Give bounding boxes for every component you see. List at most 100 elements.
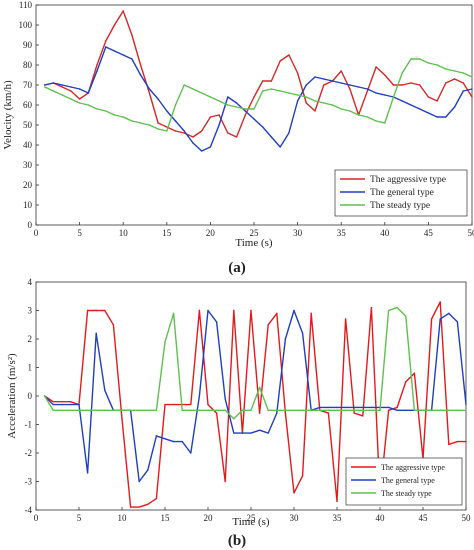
data-point bbox=[148, 124, 151, 126]
data-point bbox=[95, 332, 97, 334]
data-point bbox=[138, 506, 140, 508]
data-point bbox=[384, 122, 386, 124]
data-point bbox=[439, 318, 441, 320]
x-tick-label: 15 bbox=[161, 513, 171, 523]
data-point bbox=[157, 98, 159, 100]
data-point bbox=[218, 100, 220, 102]
series-1 bbox=[44, 46, 473, 152]
data-point bbox=[138, 480, 140, 483]
y-axis-title: Velocity (km/h) bbox=[2, 80, 14, 150]
data-point bbox=[262, 126, 264, 128]
x-tick-label: 45 bbox=[419, 513, 429, 523]
legend-label: The aggressive type bbox=[370, 175, 446, 185]
x-tick-label: 20 bbox=[206, 228, 216, 238]
data-point bbox=[327, 409, 330, 411]
data-point bbox=[200, 92, 203, 94]
data-point bbox=[209, 146, 212, 148]
data-point bbox=[427, 112, 430, 114]
data-point bbox=[61, 94, 63, 96]
data-point bbox=[445, 68, 447, 70]
data-point bbox=[465, 409, 467, 411]
data-point bbox=[387, 409, 390, 411]
data-point bbox=[95, 309, 97, 312]
data-point bbox=[262, 90, 264, 92]
data-point bbox=[387, 309, 390, 312]
data-point bbox=[336, 500, 338, 503]
data-point bbox=[301, 475, 304, 477]
data-point bbox=[96, 70, 98, 72]
data-point bbox=[235, 102, 238, 104]
data-point bbox=[190, 409, 192, 411]
data-point bbox=[288, 54, 290, 56]
panel-label: (b) bbox=[228, 533, 246, 549]
data-point bbox=[192, 142, 194, 144]
y-tick-label: 40 bbox=[23, 140, 33, 150]
data-point bbox=[362, 409, 364, 411]
data-point bbox=[349, 110, 351, 112]
legend: The aggressive type The general type The s… bbox=[334, 169, 468, 217]
data-point bbox=[139, 64, 142, 66]
data-point bbox=[258, 412, 261, 414]
data-point bbox=[448, 312, 450, 315]
x-tick-label: 40 bbox=[376, 513, 386, 523]
data-point bbox=[166, 110, 168, 112]
data-point bbox=[430, 318, 433, 320]
data-point bbox=[349, 84, 351, 86]
data-point bbox=[86, 409, 89, 411]
data-point bbox=[78, 88, 81, 90]
data-point bbox=[353, 409, 355, 411]
data-point bbox=[258, 429, 261, 431]
data-point bbox=[362, 406, 364, 409]
data-point bbox=[253, 108, 255, 110]
data-point bbox=[323, 78, 325, 80]
data-point bbox=[104, 389, 106, 391]
data-point bbox=[331, 80, 334, 82]
x-tick-label: 0 bbox=[34, 513, 39, 523]
data-point bbox=[413, 372, 416, 374]
data-point bbox=[233, 309, 235, 312]
data-point bbox=[52, 90, 55, 92]
data-point bbox=[183, 84, 185, 86]
data-point bbox=[147, 409, 149, 411]
legend: The aggressive type The general type The s… bbox=[345, 457, 463, 506]
data-point bbox=[200, 130, 203, 132]
y-tick-label: -1 bbox=[25, 420, 33, 430]
data-point bbox=[95, 409, 97, 411]
data-point bbox=[207, 309, 209, 312]
data-point bbox=[105, 40, 107, 42]
data-point bbox=[70, 98, 72, 100]
data-point bbox=[224, 480, 226, 483]
data-point bbox=[370, 306, 373, 309]
data-point bbox=[370, 406, 373, 409]
data-point bbox=[233, 432, 235, 434]
data-point bbox=[305, 102, 308, 104]
data-point bbox=[401, 84, 403, 86]
data-point bbox=[471, 88, 473, 90]
x-tick-label: 5 bbox=[77, 513, 82, 523]
data-point bbox=[52, 82, 55, 84]
y-tick-label: -3 bbox=[25, 477, 33, 487]
data-point bbox=[462, 82, 464, 84]
data-point bbox=[241, 409, 244, 411]
y-tick-label: 20 bbox=[23, 180, 33, 190]
data-point bbox=[276, 409, 278, 411]
data-point bbox=[279, 90, 281, 92]
y-tick-label: 110 bbox=[19, 0, 33, 10]
data-point bbox=[301, 332, 304, 334]
data-point bbox=[336, 406, 338, 409]
data-point bbox=[396, 406, 398, 409]
x-tick-label: 35 bbox=[337, 228, 347, 238]
data-point bbox=[218, 124, 220, 126]
data-point bbox=[471, 76, 473, 78]
data-point bbox=[462, 72, 464, 74]
data-point bbox=[445, 116, 447, 118]
data-point bbox=[164, 438, 166, 440]
data-point bbox=[436, 116, 438, 118]
y-tick-label: 80 bbox=[23, 60, 33, 70]
series-line bbox=[44, 301, 466, 508]
data-point bbox=[131, 120, 133, 122]
data-point bbox=[147, 469, 149, 471]
data-point bbox=[344, 318, 347, 320]
data-point bbox=[293, 409, 295, 411]
data-point bbox=[314, 100, 316, 102]
